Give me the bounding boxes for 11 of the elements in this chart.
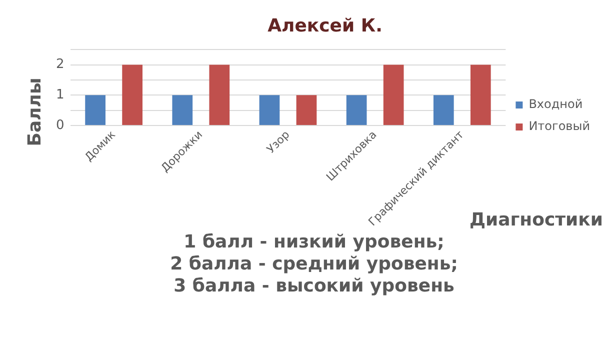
y-axis-title: Баллы	[24, 78, 46, 146]
chart-title: Алексей К.	[268, 15, 382, 36]
text: 1 балл - низкий уровень;	[184, 232, 444, 253]
x-axis-title: Диагностики	[469, 210, 603, 231]
y-tick-label: 0	[56, 118, 64, 133]
y-tick-label: 1	[56, 88, 64, 103]
text: 3 балла - высокий уровень	[174, 276, 454, 297]
text: 2 балла - средний уровень;	[170, 254, 458, 275]
legend-label: Входной	[528, 97, 583, 112]
legend-label: Итоговый	[528, 119, 590, 134]
y-tick-label: 2	[56, 57, 64, 72]
